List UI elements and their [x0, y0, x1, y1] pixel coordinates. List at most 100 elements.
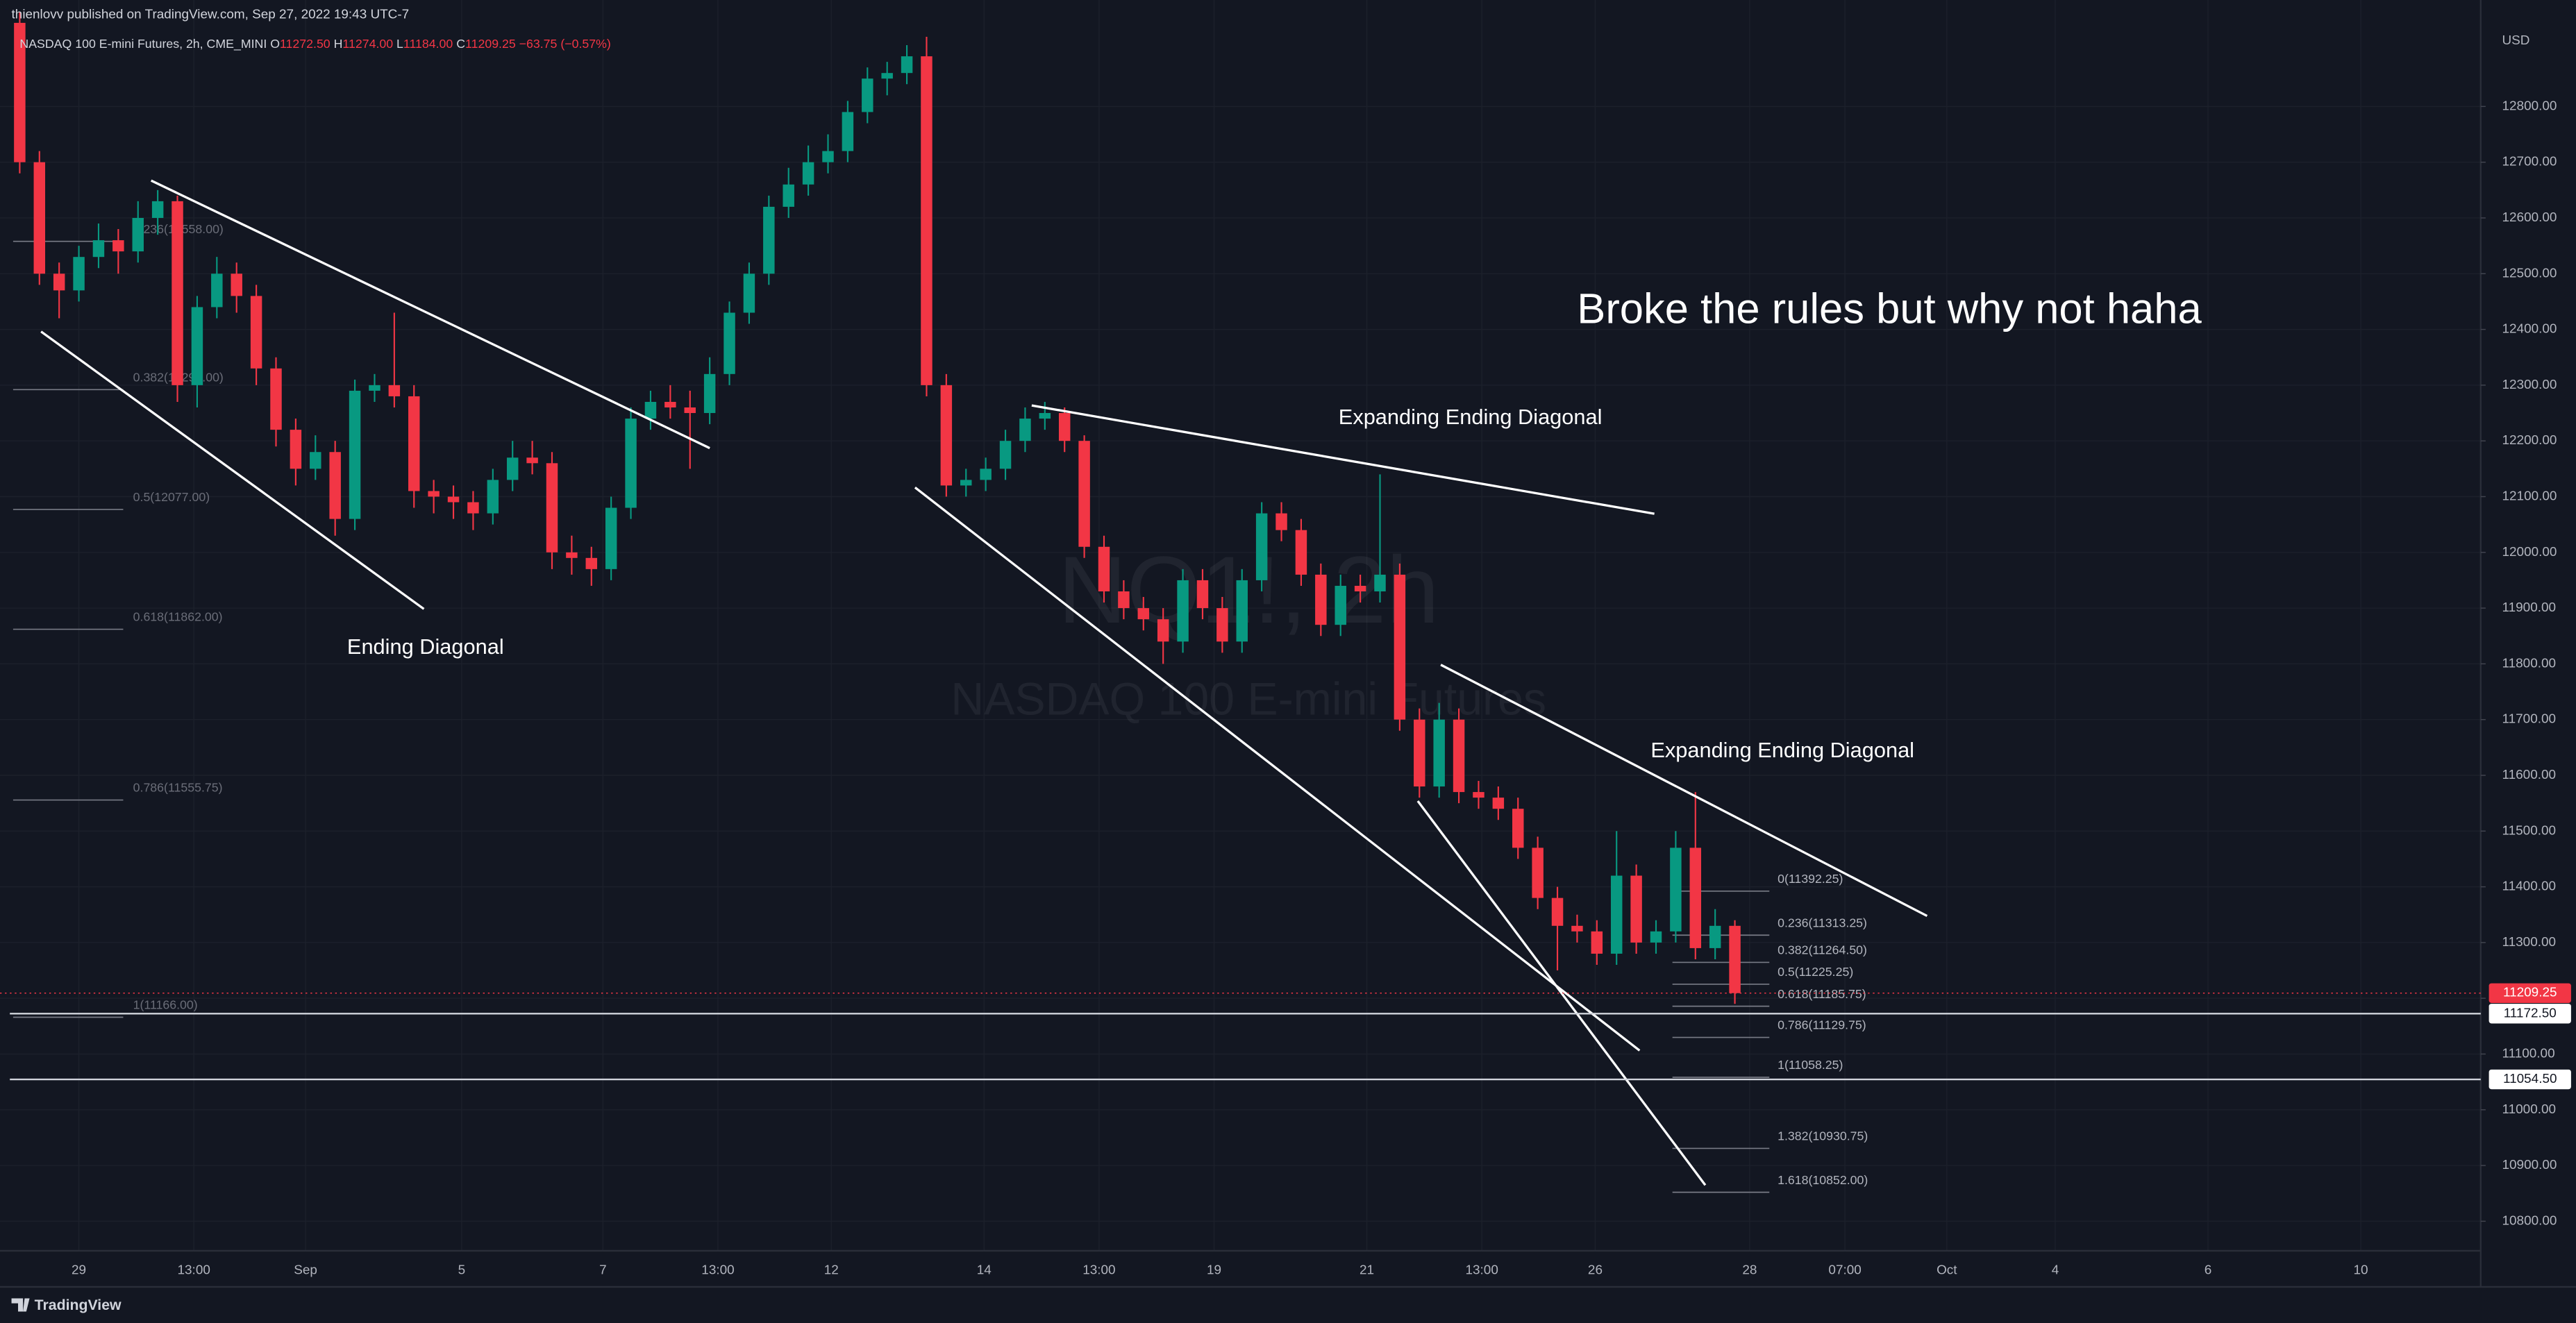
x-tick-label: 13:00 — [178, 1263, 210, 1277]
candle-body — [1177, 580, 1189, 642]
candle-body — [999, 441, 1012, 469]
x-tick-label: 13:00 — [1466, 1263, 1498, 1277]
y-tick-label: 11100.00 — [2502, 1046, 2555, 1061]
candles — [14, 11, 1741, 1004]
y-tick-label: 11800.00 — [2502, 656, 2556, 671]
candle-body — [1039, 413, 1051, 419]
candle-body — [625, 419, 637, 508]
c-value: 11209.25 — [465, 37, 516, 51]
candle-body — [270, 368, 282, 430]
price-tag — [2489, 1069, 2571, 1090]
candle-body — [1433, 719, 1445, 787]
candle-body — [250, 296, 262, 369]
x-tick-label: 7 — [599, 1263, 607, 1277]
candle-body — [980, 469, 992, 480]
y-tick-label: 11900.00 — [2502, 600, 2556, 615]
candle-body — [447, 496, 460, 503]
price-tag — [2489, 1004, 2571, 1024]
candle-body — [14, 22, 26, 162]
candle-body — [231, 273, 242, 296]
y-tick-label: 11400.00 — [2502, 879, 2556, 894]
candle-body — [1709, 925, 1721, 948]
x-tick-label: 13:00 — [1082, 1263, 1115, 1277]
candle-body — [290, 430, 302, 469]
fib-label: 0.5(11225.25) — [1778, 965, 1853, 979]
y-tick-label: 12400.00 — [2502, 322, 2557, 337]
fib-label: 0.618(11185.75) — [1778, 987, 1866, 1001]
y-tick-label: 12600.00 — [2502, 210, 2557, 225]
y-tick-label: 12100.00 — [2502, 489, 2557, 503]
logo: TradingView — [11, 1297, 122, 1313]
fib-label: 0.786(11555.75) — [133, 781, 223, 795]
candle-body — [1689, 848, 1702, 948]
x-tick-label: Oct — [1937, 1263, 1957, 1277]
x-tick-label: 12 — [824, 1263, 839, 1277]
axes: 10800.0010900.0011000.0011100.0011200.00… — [0, 99, 2571, 1277]
candle-body — [881, 73, 893, 79]
fib-label: 0.618(11862.00) — [133, 610, 223, 624]
candle-body — [310, 452, 321, 469]
fib-label: 0(11392.25) — [1778, 872, 1843, 886]
y-tick-label: 12800.00 — [2502, 99, 2557, 113]
candle-body — [1492, 798, 1505, 809]
candle-body — [585, 557, 598, 569]
candle-body — [73, 257, 85, 291]
candle-body — [1650, 931, 1662, 943]
candle-body — [33, 162, 46, 274]
y-tick-label: 12200.00 — [2502, 433, 2557, 448]
candle-body — [901, 56, 913, 74]
candle-body — [1453, 719, 1465, 793]
candle-body — [1551, 898, 1564, 926]
x-tick-label: 07:00 — [1828, 1263, 1861, 1277]
candle-body — [1532, 848, 1544, 898]
candle-body — [211, 273, 223, 307]
brand[interactable]: TradingView — [35, 1297, 122, 1313]
y-tick-label: 12700.00 — [2502, 155, 2557, 169]
publisher: thienlovv published on TradingView.com, … — [12, 7, 410, 22]
candle-body — [506, 457, 519, 480]
trendline — [40, 330, 425, 610]
candle-body — [783, 184, 794, 207]
trendline — [150, 179, 710, 450]
candle-body — [703, 373, 716, 414]
candle-body — [921, 56, 932, 385]
candle-body — [960, 480, 972, 486]
watermark-name: NASDAQ 100 E-mini Futures — [951, 674, 1546, 725]
c-key: C — [456, 37, 465, 51]
candle-body — [1630, 875, 1642, 943]
candle-body — [1670, 848, 1682, 932]
x-tick-label: 28 — [1742, 1263, 1757, 1277]
fib-label: 1(11166.00) — [133, 998, 198, 1012]
x-tick-label: 26 — [1588, 1263, 1603, 1277]
candle-body — [566, 552, 578, 558]
candle-body — [191, 307, 203, 385]
h-key: H — [334, 37, 343, 51]
currency: USD — [2502, 33, 2530, 48]
y-tick-label: 11600.00 — [2502, 768, 2556, 782]
candle-body — [763, 206, 775, 274]
y-tick-label: 11000.00 — [2502, 1102, 2556, 1117]
price-tag-label: 11172.50 — [2504, 1006, 2557, 1020]
candle-body — [842, 112, 854, 151]
candle-body — [743, 273, 755, 313]
symbol: NASDAQ 100 E-mini Futures, 2h, CME_MINI — [19, 37, 267, 51]
fib-label: 1(11058.25) — [1778, 1058, 1843, 1072]
fib-label: 0.382(11264.50) — [1778, 943, 1867, 957]
o-value: 11272.50 — [280, 37, 331, 51]
x-tick-label: 14 — [977, 1263, 992, 1277]
candle-body — [467, 502, 479, 514]
candle-body — [1196, 580, 1209, 609]
price-tag-label: 11054.50 — [2503, 1072, 2557, 1086]
candle-body — [132, 217, 144, 252]
candle-body — [940, 385, 953, 486]
grid — [0, 0, 2481, 1251]
candle-body — [1276, 513, 1287, 530]
trendline — [1031, 404, 1655, 515]
y-tick-label: 12500.00 — [2502, 266, 2557, 280]
candle-body — [1571, 925, 1583, 932]
candle-body — [605, 507, 617, 569]
candle-body — [1019, 419, 1031, 441]
